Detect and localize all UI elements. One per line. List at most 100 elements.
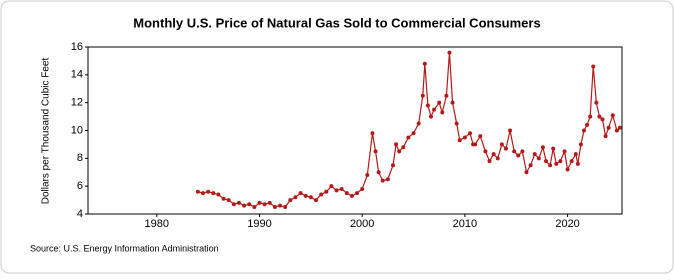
marker [585,122,590,127]
marker [544,159,549,164]
y-tick-label: 10 [71,124,83,136]
marker [528,163,533,168]
marker [293,195,298,200]
marker [380,178,385,183]
marker [554,161,559,166]
marker [247,202,252,207]
marker [573,152,578,157]
marker [195,189,200,194]
marker [394,142,399,147]
marker [401,145,406,150]
marker [397,149,402,154]
marker [447,50,452,55]
marker [329,184,334,189]
frame [0,0,674,274]
marker [211,191,216,196]
marker [308,195,313,200]
marker [425,103,430,108]
marker [288,198,293,203]
marker [575,161,580,166]
marker [603,134,608,139]
marker [588,114,593,119]
x-tick-label: 2020 [555,218,579,230]
marker [344,191,349,196]
marker [428,114,433,119]
marker [606,125,611,130]
marker [597,114,602,119]
marker [355,191,360,196]
x-tick-label: 2000 [350,218,374,230]
marker [512,149,517,154]
marker [454,121,459,126]
marker [569,159,574,164]
marker [406,135,411,140]
marker [278,203,283,208]
marker [551,146,556,151]
marker [524,170,529,175]
marker [420,93,425,98]
marker [360,186,365,191]
marker [578,142,583,147]
marker [236,200,241,205]
y-tick-label: 8 [77,152,83,164]
marker [520,149,525,154]
marker [508,128,513,133]
marker [610,113,615,118]
marker [582,128,587,133]
marker [617,125,622,130]
marker [516,153,521,158]
marker [478,134,483,139]
marker [267,200,272,205]
marker [216,192,221,197]
marker [444,93,449,98]
chart-title: Monthly U.S. Price of Natural Gas Sold t… [133,15,540,30]
marker [349,193,354,198]
marker [600,117,605,122]
marker [257,200,262,205]
marker [334,188,339,193]
marker [411,131,416,136]
marker [206,189,211,194]
x-tick-label: 1990 [247,218,271,230]
marker [319,192,324,197]
marker [503,146,508,151]
marker [385,177,390,182]
y-tick-label: 16 [71,41,83,53]
x-tick-label: 1980 [145,218,169,230]
y-tick-label: 6 [77,180,83,192]
y-axis-label: Dollars per Thousand Cubic Feet [41,58,52,205]
marker [262,202,267,207]
marker [365,173,370,178]
marker [548,163,553,168]
marker [495,156,500,161]
marker [390,163,395,168]
marker [416,121,421,126]
marker [591,64,596,69]
marker [562,149,567,154]
marker [231,202,236,207]
marker [536,156,541,161]
x-tick-label: 2010 [453,218,477,230]
marker [201,191,206,196]
marker [242,203,247,208]
marker [440,110,445,115]
marker [565,167,570,172]
marker [298,191,303,196]
marker [370,131,375,136]
marker [422,61,427,66]
marker [487,159,492,164]
marker [221,196,226,201]
marker [614,128,619,133]
marker [499,142,504,147]
marker [283,205,288,210]
marker [473,142,478,147]
marker [462,135,467,140]
marker [376,170,381,175]
marker [226,198,231,203]
marker [468,131,473,136]
marker [432,107,437,112]
marker [491,152,496,157]
y-tick-label: 4 [77,208,83,220]
marker [457,138,462,143]
marker [532,152,537,157]
